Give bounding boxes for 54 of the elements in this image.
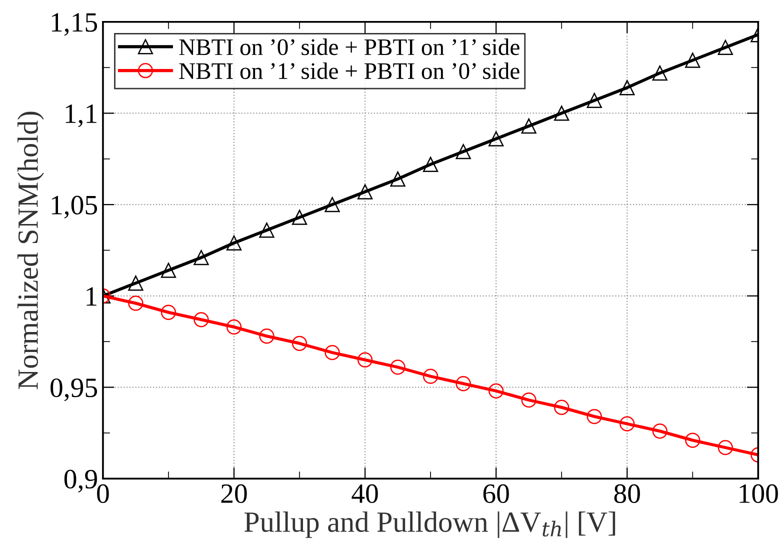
x-tick-label: 60 bbox=[483, 484, 509, 504]
point bbox=[586, 408, 602, 424]
point bbox=[521, 118, 536, 134]
point bbox=[488, 383, 504, 398]
point bbox=[456, 376, 471, 392]
x-tick-label: 80 bbox=[614, 484, 640, 504]
point bbox=[259, 328, 274, 344]
point bbox=[226, 319, 242, 335]
point bbox=[718, 440, 733, 456]
point bbox=[685, 52, 700, 68]
point bbox=[194, 250, 209, 266]
y-tick-label: 1,1 bbox=[66, 104, 96, 128]
point bbox=[390, 171, 406, 187]
point bbox=[128, 296, 144, 311]
point bbox=[554, 400, 570, 415]
point bbox=[226, 235, 242, 251]
point bbox=[718, 40, 733, 56]
y-tick-label: 0,95 bbox=[50, 378, 98, 402]
y-tick-label: 1 bbox=[86, 287, 96, 306]
point bbox=[160, 262, 176, 278]
point bbox=[620, 416, 635, 432]
point bbox=[128, 276, 144, 291]
point bbox=[652, 65, 668, 81]
x-tick-label: 40 bbox=[352, 484, 378, 504]
x-tick-label: 0 bbox=[97, 484, 109, 504]
y-tick-label: 0,9 bbox=[64, 470, 97, 493]
x-tick-label: 100 bbox=[740, 484, 778, 504]
point bbox=[194, 312, 209, 328]
point bbox=[586, 92, 602, 108]
point bbox=[160, 304, 176, 320]
legend-label: NBTI on ’0’ side + PBTI on ’1’ side bbox=[179, 38, 520, 56]
point bbox=[390, 360, 406, 375]
point bbox=[456, 144, 471, 160]
legend-label: NBTI on ’1’ side + PBTI on ’0’ side bbox=[179, 62, 520, 80]
point bbox=[422, 368, 438, 384]
point bbox=[324, 197, 340, 212]
y-tick-label: 1,15 bbox=[52, 13, 98, 36]
y-axis-title: Normalized SNM(hold) bbox=[17, 112, 44, 390]
x-axis-title: Pullup and Pulldown |ΔV$_{th}$| [V] bbox=[244, 511, 616, 538]
point bbox=[292, 210, 308, 225]
point bbox=[652, 424, 668, 439]
y-tick-label: 1,05 bbox=[52, 196, 98, 218]
point bbox=[357, 352, 373, 368]
point bbox=[357, 184, 373, 200]
point bbox=[554, 106, 570, 121]
point bbox=[488, 131, 504, 146]
point bbox=[324, 344, 340, 360]
point bbox=[521, 392, 536, 408]
point bbox=[620, 80, 635, 96]
point bbox=[685, 432, 700, 448]
point bbox=[259, 222, 274, 238]
point bbox=[422, 156, 438, 172]
x-tick-label: 20 bbox=[221, 484, 247, 504]
point bbox=[292, 336, 308, 351]
